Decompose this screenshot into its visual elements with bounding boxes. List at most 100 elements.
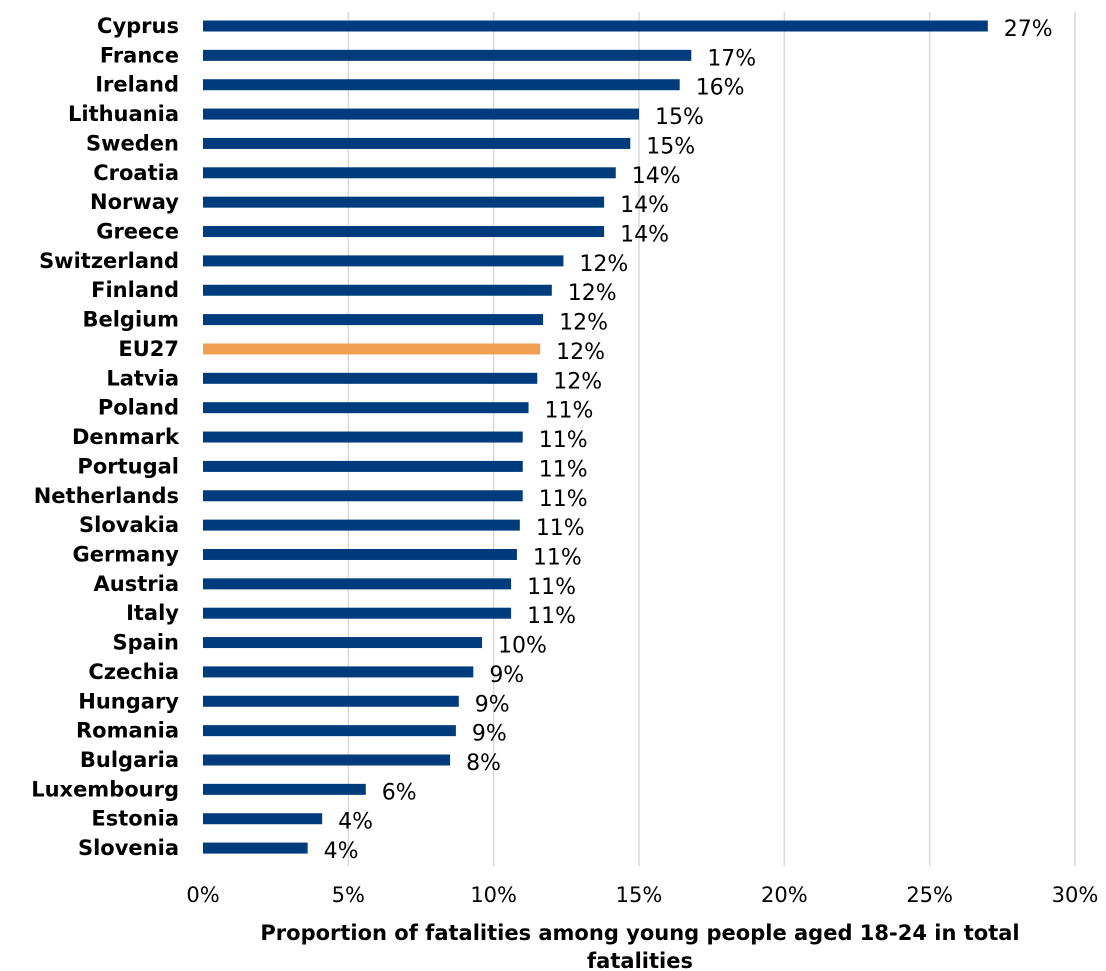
data-label: 11% [527, 575, 576, 600]
bar [203, 460, 523, 472]
data-label: 12% [579, 252, 628, 277]
x-tick-label: 0% [186, 883, 219, 907]
x-tick-label: 25% [906, 883, 953, 907]
bar [203, 372, 538, 384]
x-axis-title-line-2: fatalities [587, 949, 693, 971]
bar [203, 196, 605, 208]
bar [203, 842, 308, 854]
data-label: 4% [324, 839, 359, 864]
bar [203, 20, 988, 32]
bar [203, 49, 692, 61]
bar [203, 813, 323, 825]
category-label: Cyprus [97, 14, 179, 38]
category-label: Greece [96, 220, 179, 244]
data-label: 11% [536, 516, 585, 541]
category-label: Romania [76, 719, 179, 743]
category-label: Ireland [95, 73, 179, 97]
bar [203, 402, 529, 414]
bar [203, 490, 523, 502]
x-tick-label: 15% [616, 883, 663, 907]
x-tick-label: 30% [1052, 883, 1099, 907]
data-label: 12% [553, 369, 602, 394]
x-axis-title-line-1: Proportion of fatalities among young peo… [260, 921, 1019, 945]
data-label: 12% [556, 340, 605, 365]
x-tick-label: 10% [470, 883, 517, 907]
category-label: EU27 [118, 337, 179, 361]
bar [203, 314, 544, 326]
category-label: Luxembourg [31, 777, 179, 801]
category-label: Belgium [82, 308, 179, 332]
category-label: Austria [94, 572, 179, 596]
data-label: 6% [382, 780, 417, 805]
data-label: 11% [527, 604, 576, 629]
bar [203, 255, 564, 267]
bar [203, 79, 680, 91]
data-label: 9% [472, 722, 507, 747]
bar [203, 548, 517, 560]
category-label: Norway [90, 190, 179, 214]
category-label: Spain [113, 631, 179, 655]
data-label: 9% [475, 692, 510, 717]
bars [203, 20, 988, 854]
x-tick-label: 5% [332, 883, 365, 907]
category-label: Finland [91, 278, 179, 302]
data-label: 9% [489, 663, 524, 688]
category-label: Estonia [91, 807, 179, 831]
bar [203, 754, 451, 766]
data-label: 10% [498, 634, 547, 659]
data-label: 15% [646, 134, 695, 159]
data-label: 17% [707, 46, 756, 71]
data-label: 11% [539, 487, 588, 512]
category-label: Sweden [86, 131, 179, 155]
x-axis-ticks: 0% 5% 10% 15% 20% 25% 30% [186, 883, 1098, 907]
data-label: 4% [338, 810, 373, 835]
bar [203, 226, 605, 238]
category-label: Italy [126, 601, 179, 625]
category-label: Slovenia [78, 836, 179, 860]
bar [203, 284, 552, 296]
data-label: 11% [539, 457, 588, 482]
data-label: 12% [559, 311, 608, 336]
bar [203, 431, 523, 443]
data-label: 14% [632, 164, 681, 189]
data-labels: 27% 17% 16% 15% 15% 14% 14% 14% 12% 12% 12% 12% 12% 1… [324, 17, 1053, 864]
gridlines [347, 12, 1076, 866]
data-label: 16% [696, 76, 745, 101]
category-label: Portugal [77, 454, 179, 478]
category-labels: Cyprus France Ireland Lithuania Sweden Croati… [31, 14, 180, 860]
bar [203, 607, 512, 619]
bar [203, 666, 474, 678]
category-label: Bulgaria [80, 748, 179, 772]
data-label: 14% [620, 193, 669, 218]
data-label: 14% [620, 223, 669, 248]
bar [203, 637, 483, 649]
data-label: 11% [539, 428, 588, 453]
category-label: France [100, 43, 179, 67]
category-label: Latvia [106, 366, 179, 390]
category-label: Croatia [93, 161, 179, 185]
data-label: 11% [545, 399, 594, 424]
category-label: Netherlands [34, 484, 179, 508]
category-label: Germany [72, 542, 179, 566]
x-tick-label: 20% [761, 883, 808, 907]
bar [203, 167, 616, 179]
category-label: Switzerland [39, 249, 179, 273]
bar [203, 108, 639, 120]
bar [203, 519, 520, 531]
data-label: 8% [466, 751, 501, 776]
bar [203, 695, 459, 707]
data-label: 27% [1004, 17, 1053, 42]
bar [203, 137, 631, 149]
category-label: Denmark [72, 425, 180, 449]
bar [203, 783, 366, 795]
category-label: Poland [98, 396, 179, 420]
bar [203, 578, 512, 590]
data-label: 12% [568, 281, 617, 306]
data-label: 15% [655, 105, 704, 130]
category-label: Lithuania [68, 102, 179, 126]
data-label: 11% [533, 545, 582, 570]
category-label: Czechia [88, 660, 179, 684]
category-label: Slovakia [79, 513, 179, 537]
bar [203, 343, 541, 355]
